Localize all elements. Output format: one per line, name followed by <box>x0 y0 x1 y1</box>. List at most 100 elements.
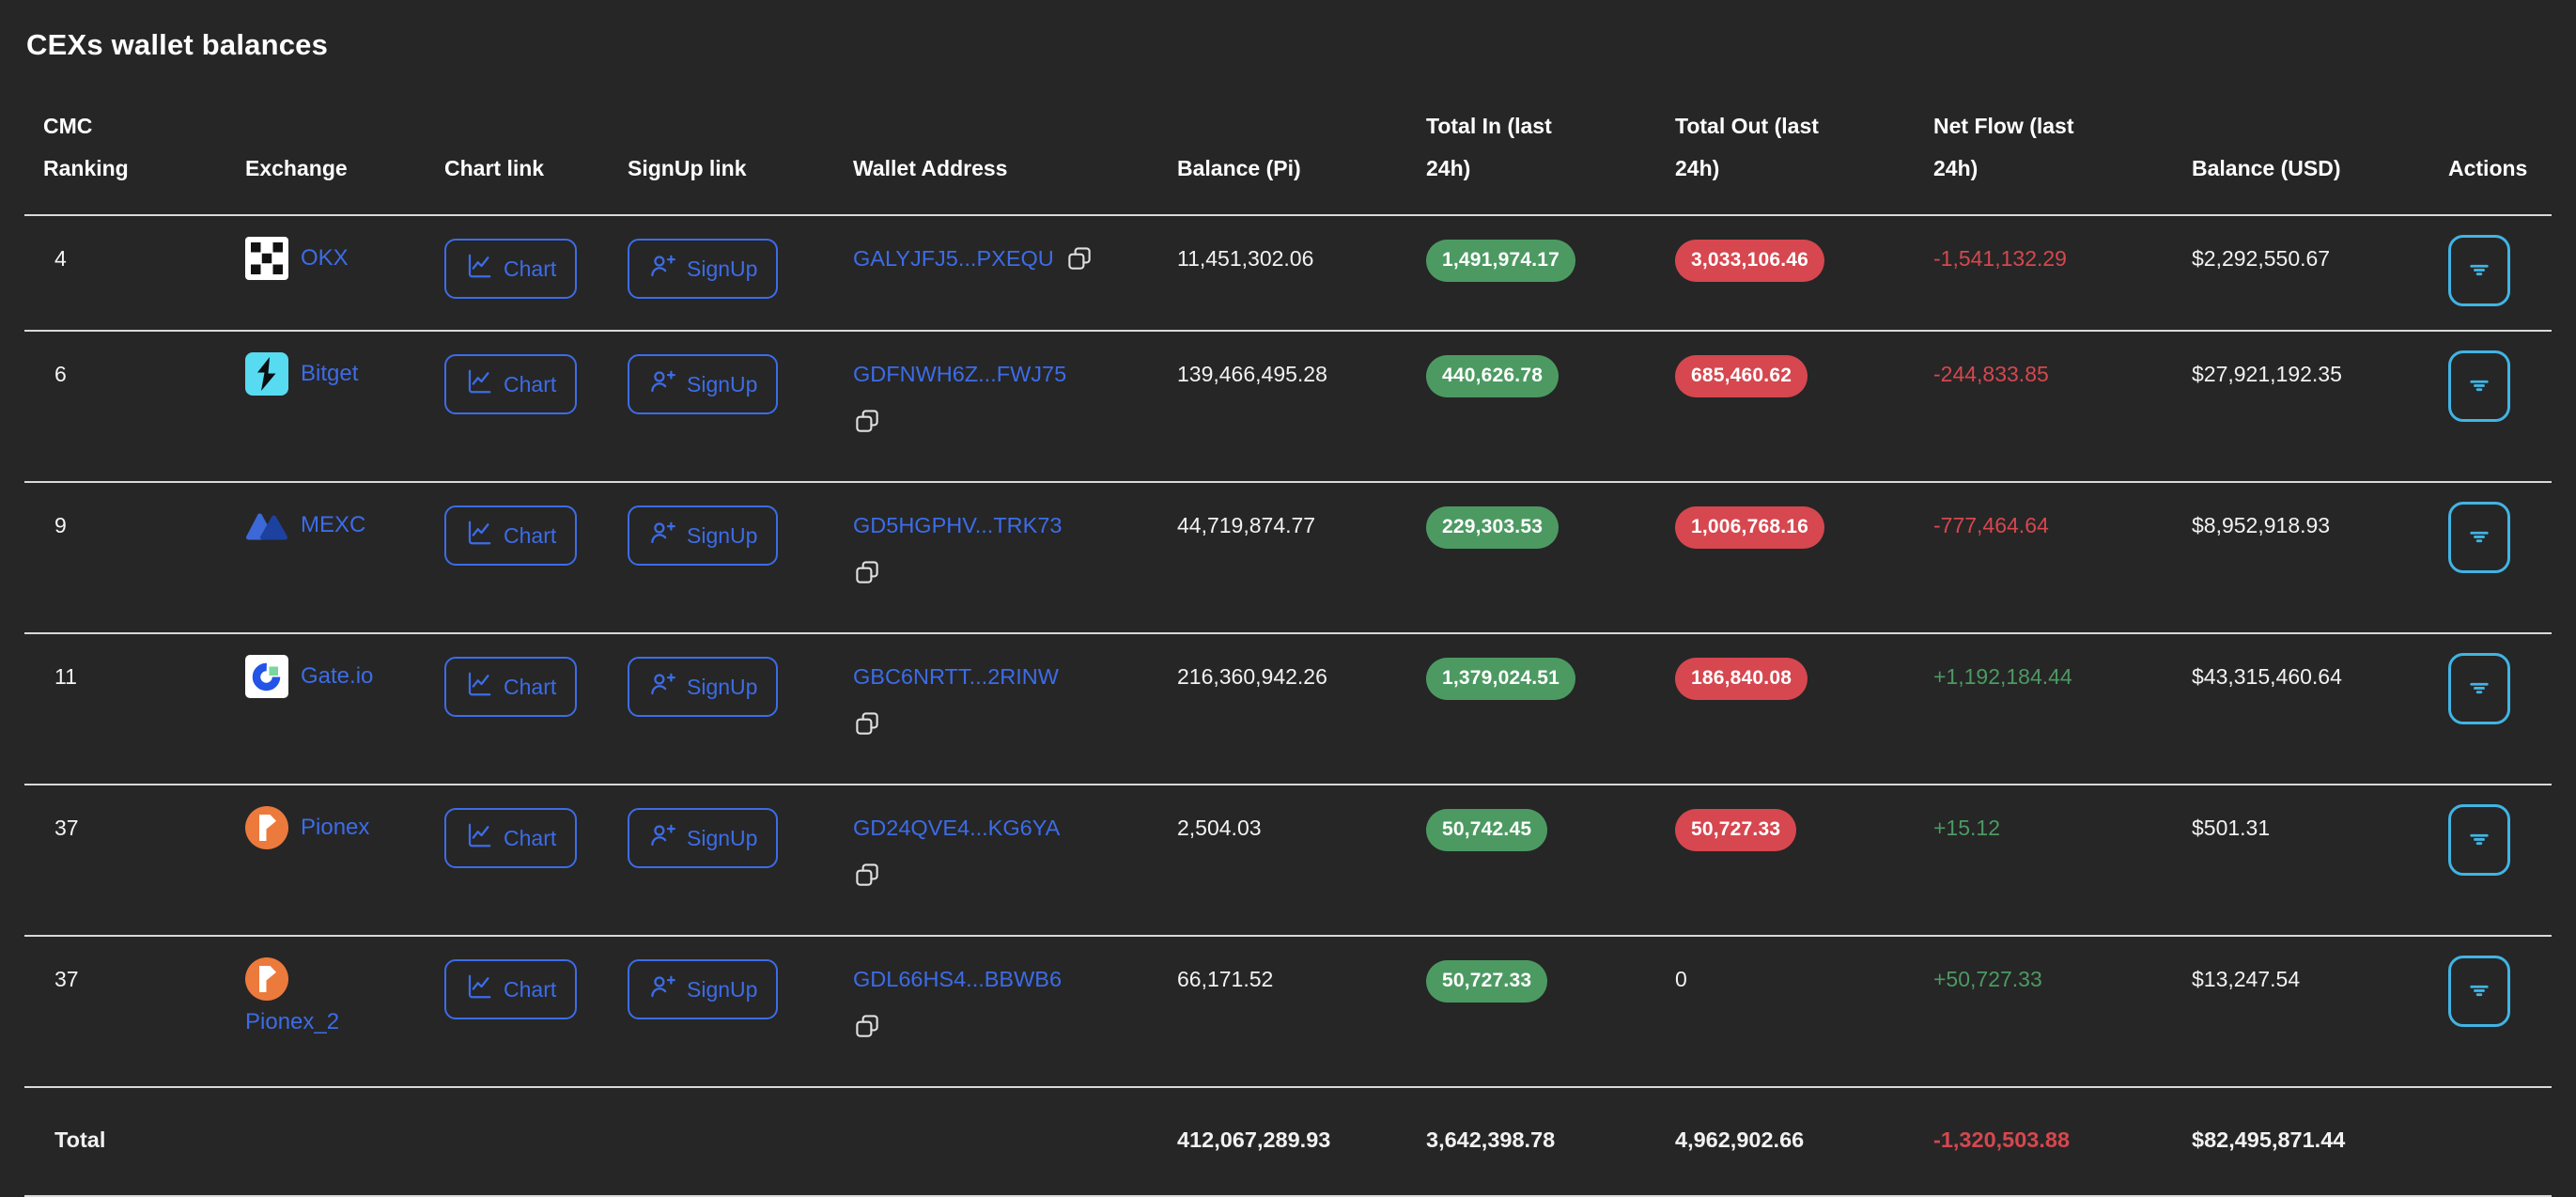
line-chart-icon <box>465 252 493 286</box>
net-flow-value: -777,464.64 <box>1933 513 2049 537</box>
balance-usd-value: $8,952,918.93 <box>2173 482 2429 633</box>
column-header-2: Chart link <box>426 105 609 215</box>
total-balance-usd: $82,495,871.44 <box>2173 1087 2429 1196</box>
total-out-value: 0 <box>1675 967 1687 991</box>
exchange-link[interactable]: Pionex <box>301 814 369 842</box>
total-in-badge: 50,742.45 <box>1426 809 1547 851</box>
signup-link-button[interactable]: SignUp <box>628 505 778 566</box>
filter-icon <box>2462 520 2496 556</box>
copy-address-button[interactable] <box>1065 244 1094 275</box>
chart-link-button[interactable]: Chart <box>444 239 577 299</box>
column-header-5: Balance (Pi) <box>1158 105 1407 215</box>
copy-address-button[interactable] <box>853 407 881 438</box>
row-actions-filter-button[interactable] <box>2448 502 2510 573</box>
exchange-link[interactable]: MEXC <box>301 511 365 539</box>
total-out: 4,962,902.66 <box>1656 1087 1915 1196</box>
bitget-logo <box>245 352 288 396</box>
line-chart-icon <box>465 367 493 401</box>
column-header-0: CMC Ranking <box>24 105 226 215</box>
balance-usd-value: $501.31 <box>2173 785 2429 936</box>
cmc-ranking-value: 11 <box>24 633 226 785</box>
column-header-10: Actions <box>2429 105 2552 215</box>
chart-link-button[interactable]: Chart <box>444 959 577 1019</box>
table-row-total: Total 412,067,289.93 3,642,398.78 4,962,… <box>24 1087 2552 1196</box>
total-out-badge: 1,006,768.16 <box>1675 506 1824 549</box>
total-in: 3,642,398.78 <box>1407 1087 1656 1196</box>
table-row: 37 Pionex_2 Chart SignUp GDL66HS4...BBWB6 66,… <box>24 936 2552 1087</box>
column-header-7: Total Out (last 24h) <box>1656 105 1915 215</box>
total-out-badge: 186,840.08 <box>1675 658 1808 700</box>
wallet-address-link[interactable]: GBC6NRTT...2RINW <box>853 664 1059 689</box>
row-actions-filter-button[interactable] <box>2448 350 2510 422</box>
user-add-icon <box>648 519 676 552</box>
line-chart-icon <box>465 821 493 855</box>
signup-link-button[interactable]: SignUp <box>628 354 778 414</box>
filter-icon <box>2462 368 2496 405</box>
page-title: CEXs wallet balances <box>26 28 2552 62</box>
user-add-icon <box>648 367 676 401</box>
table-row: 6BitgetChartSignUpGDFNWH6Z...FWJ75139,46… <box>24 331 2552 482</box>
wallet-address-link[interactable]: GD5HGPHV...TRK73 <box>853 513 1062 537</box>
copy-address-button[interactable] <box>853 1012 881 1043</box>
chart-link-button[interactable]: Chart <box>444 354 577 414</box>
balance-pi-value: 11,451,302.06 <box>1158 215 1407 331</box>
balance-usd-value: $2,292,550.67 <box>2173 215 2429 331</box>
copy-address-button[interactable] <box>853 709 881 740</box>
copy-address-button[interactable] <box>853 861 881 892</box>
filter-icon <box>2462 822 2496 859</box>
exchange-cell: Pionex_2 <box>245 957 407 1036</box>
column-header-8: Net Flow (last 24h) <box>1915 105 2173 215</box>
chart-link-button[interactable]: Chart <box>444 657 577 717</box>
total-actions-spacer <box>2429 1087 2552 1196</box>
table-row: 4 OKX Chart SignUp GALYJFJ5...PXEQU 11,451,30… <box>24 215 2552 331</box>
exchange-cell: Pionex <box>245 806 407 849</box>
net-flow-value: +1,192,184.44 <box>1933 664 2072 689</box>
total-in-badge: 1,379,024.51 <box>1426 658 1575 700</box>
total-in-badge: 229,303.53 <box>1426 506 1559 549</box>
user-add-icon <box>648 972 676 1006</box>
exchange-link[interactable]: Bitget <box>301 360 358 388</box>
chart-link-button[interactable]: Chart <box>444 808 577 868</box>
wallet-address-link[interactable]: GDFNWH6Z...FWJ75 <box>853 362 1066 386</box>
row-actions-filter-button[interactable] <box>2448 653 2510 724</box>
total-out-badge: 685,460.62 <box>1675 355 1808 397</box>
balance-usd-value: $13,247.54 <box>2173 936 2429 1087</box>
total-balance-pi: 412,067,289.93 <box>1158 1087 1407 1196</box>
filter-icon <box>2462 671 2496 707</box>
exchange-link[interactable]: Gate.io <box>301 662 373 691</box>
signup-link-button[interactable]: SignUp <box>628 657 778 717</box>
chart-link-button[interactable]: Chart <box>444 505 577 566</box>
cmc-ranking-value: 4 <box>24 215 226 331</box>
exchange-cell: Gate.io <box>245 655 407 698</box>
line-chart-icon <box>465 670 493 704</box>
signup-link-button[interactable]: SignUp <box>628 239 778 299</box>
copy-address-button[interactable] <box>853 558 881 589</box>
cmc-ranking-value: 6 <box>24 331 226 482</box>
balance-pi-value: 44,719,874.77 <box>1158 482 1407 633</box>
balance-pi-value: 216,360,942.26 <box>1158 633 1407 785</box>
balances-table: CMC RankingExchangeChart linkSignUp link… <box>24 105 2552 1197</box>
total-spacer <box>226 1087 1158 1196</box>
user-add-icon <box>648 821 676 855</box>
signup-link-button[interactable]: SignUp <box>628 959 778 1019</box>
exchange-cell: MEXC <box>245 504 407 547</box>
row-actions-filter-button[interactable] <box>2448 235 2510 306</box>
exchange-link[interactable]: OKX <box>301 244 349 272</box>
wallet-address-link[interactable]: GD24QVE4...KG6YA <box>853 816 1060 840</box>
cmc-ranking-value: 37 <box>24 936 226 1087</box>
balance-pi-value: 66,171.52 <box>1158 936 1407 1087</box>
exchange-link[interactable]: Pionex_2 <box>245 1008 407 1036</box>
line-chart-icon <box>465 519 493 552</box>
total-in-badge: 50,727.33 <box>1426 960 1547 1003</box>
wallet-address-link[interactable]: GALYJFJ5...PXEQU <box>853 246 1054 271</box>
signup-link-button[interactable]: SignUp <box>628 808 778 868</box>
row-actions-filter-button[interactable] <box>2448 956 2510 1027</box>
net-flow-value: +15.12 <box>1933 816 2000 840</box>
gateio-logo <box>245 655 288 698</box>
mexc-logo <box>245 504 288 547</box>
net-flow-value: -1,541,132.29 <box>1933 246 2067 271</box>
balance-pi-value: 2,504.03 <box>1158 785 1407 936</box>
column-header-3: SignUp link <box>609 105 834 215</box>
wallet-address-link[interactable]: GDL66HS4...BBWB6 <box>853 967 1062 991</box>
row-actions-filter-button[interactable] <box>2448 804 2510 876</box>
